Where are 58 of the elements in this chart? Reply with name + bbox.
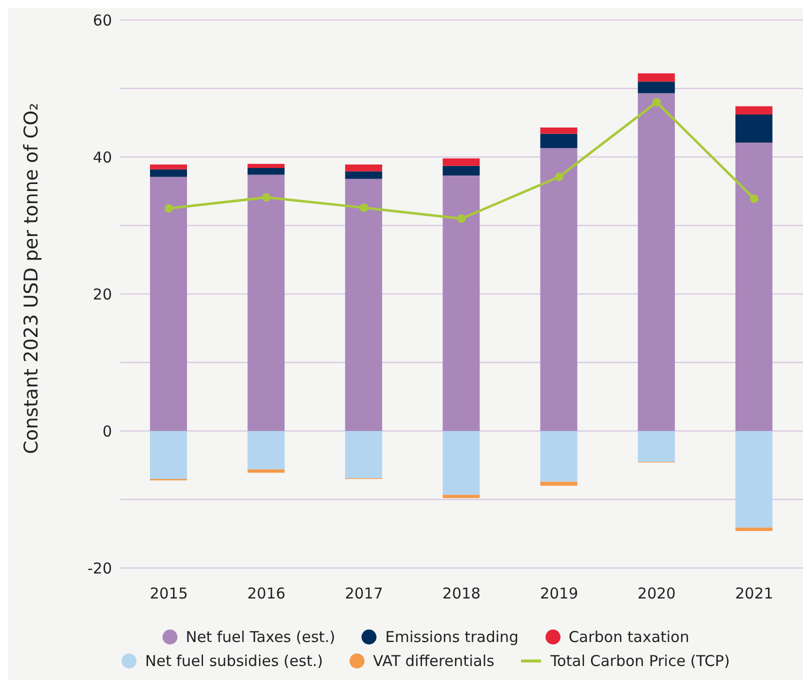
bar	[150, 176, 187, 431]
x-tick-label: 2016	[247, 584, 286, 603]
bar	[540, 431, 578, 482]
x-tick-label: 2021	[735, 584, 774, 603]
bar	[540, 134, 578, 148]
legend-label: Net fuel subsidies (est.)	[145, 652, 323, 670]
bar	[735, 114, 772, 143]
point	[652, 98, 661, 106]
y-tick-label: -20	[88, 559, 112, 578]
bar	[150, 431, 187, 479]
bar	[248, 168, 285, 175]
bar	[248, 431, 285, 470]
y-tick-label: 40	[92, 148, 112, 166]
point	[262, 193, 271, 202]
bar	[638, 93, 675, 431]
point	[750, 194, 758, 204]
bar	[638, 73, 675, 82]
point	[164, 204, 174, 213]
bar	[248, 174, 285, 431]
bar	[735, 142, 772, 431]
legend-label: Total Carbon Price (TCP)	[550, 652, 730, 670]
bar	[540, 128, 578, 134]
bar	[638, 82, 675, 94]
x-tick-label: 2017	[344, 584, 384, 603]
bar	[442, 166, 480, 176]
legend-label: VAT differentials	[372, 652, 494, 670]
legend-label: Carbon taxation	[568, 628, 690, 646]
bar	[442, 158, 480, 166]
x-tick-label: 2015	[150, 584, 188, 603]
bar	[248, 164, 285, 168]
bar	[345, 171, 382, 179]
y-tick-label: 60	[92, 11, 112, 30]
x-tick-label: 2018	[442, 584, 481, 603]
point	[457, 214, 466, 223]
bar	[248, 469, 285, 473]
legend-label: Emissions trading	[385, 628, 519, 646]
y-tick-label: 20	[92, 285, 112, 304]
bar	[442, 494, 480, 498]
x-tick-label: 2020	[638, 584, 676, 603]
point	[360, 203, 368, 212]
bar	[735, 528, 772, 532]
bar	[150, 164, 187, 170]
bar	[150, 169, 187, 177]
bar	[540, 148, 578, 431]
legend-label: Net fuel Taxes (est.)	[186, 628, 336, 646]
bar	[735, 431, 772, 528]
bar	[442, 175, 480, 431]
y-tick-label: 0	[102, 422, 112, 440]
bar	[638, 431, 675, 462]
x-tick-label: 2019	[540, 584, 578, 603]
bar	[442, 431, 480, 495]
y-axis-title: Constant 2023 USD per tonne of CO₂	[20, 102, 43, 454]
bar	[540, 482, 578, 486]
point	[554, 172, 564, 182]
bar	[735, 106, 772, 115]
bar	[345, 431, 382, 478]
bar	[345, 164, 382, 172]
bar	[345, 178, 382, 431]
